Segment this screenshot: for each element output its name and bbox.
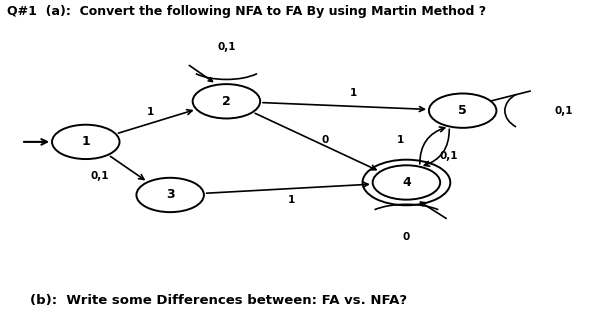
Text: 3: 3 xyxy=(166,188,174,202)
Text: 2: 2 xyxy=(222,95,230,108)
Ellipse shape xyxy=(429,94,496,128)
Text: 1: 1 xyxy=(349,89,356,99)
Ellipse shape xyxy=(373,165,440,200)
Text: 4: 4 xyxy=(402,176,411,189)
Text: (b):  Write some Differences between: FA vs. NFA?: (b): Write some Differences between: FA … xyxy=(30,294,407,307)
Ellipse shape xyxy=(137,178,204,212)
Text: 1: 1 xyxy=(287,195,295,205)
FancyArrowPatch shape xyxy=(420,202,446,219)
FancyArrowPatch shape xyxy=(478,91,530,105)
Text: 0: 0 xyxy=(322,135,329,145)
Ellipse shape xyxy=(52,125,119,159)
Text: 0,1: 0,1 xyxy=(555,106,573,116)
Ellipse shape xyxy=(193,84,260,118)
Text: 1: 1 xyxy=(147,107,154,117)
Text: 0,1: 0,1 xyxy=(217,42,236,52)
Text: 1: 1 xyxy=(397,135,404,145)
Text: 5: 5 xyxy=(458,104,467,117)
FancyArrowPatch shape xyxy=(424,129,449,166)
Text: Q#1  (a):  Convert the following NFA to FA By using Martin Method ?: Q#1 (a): Convert the following NFA to FA… xyxy=(7,4,486,18)
Text: 0,1: 0,1 xyxy=(439,151,458,161)
Text: 1: 1 xyxy=(82,135,90,148)
Text: 0: 0 xyxy=(403,232,410,242)
Text: 0,1: 0,1 xyxy=(90,171,109,181)
FancyArrowPatch shape xyxy=(189,66,213,82)
FancyArrowPatch shape xyxy=(420,127,445,164)
